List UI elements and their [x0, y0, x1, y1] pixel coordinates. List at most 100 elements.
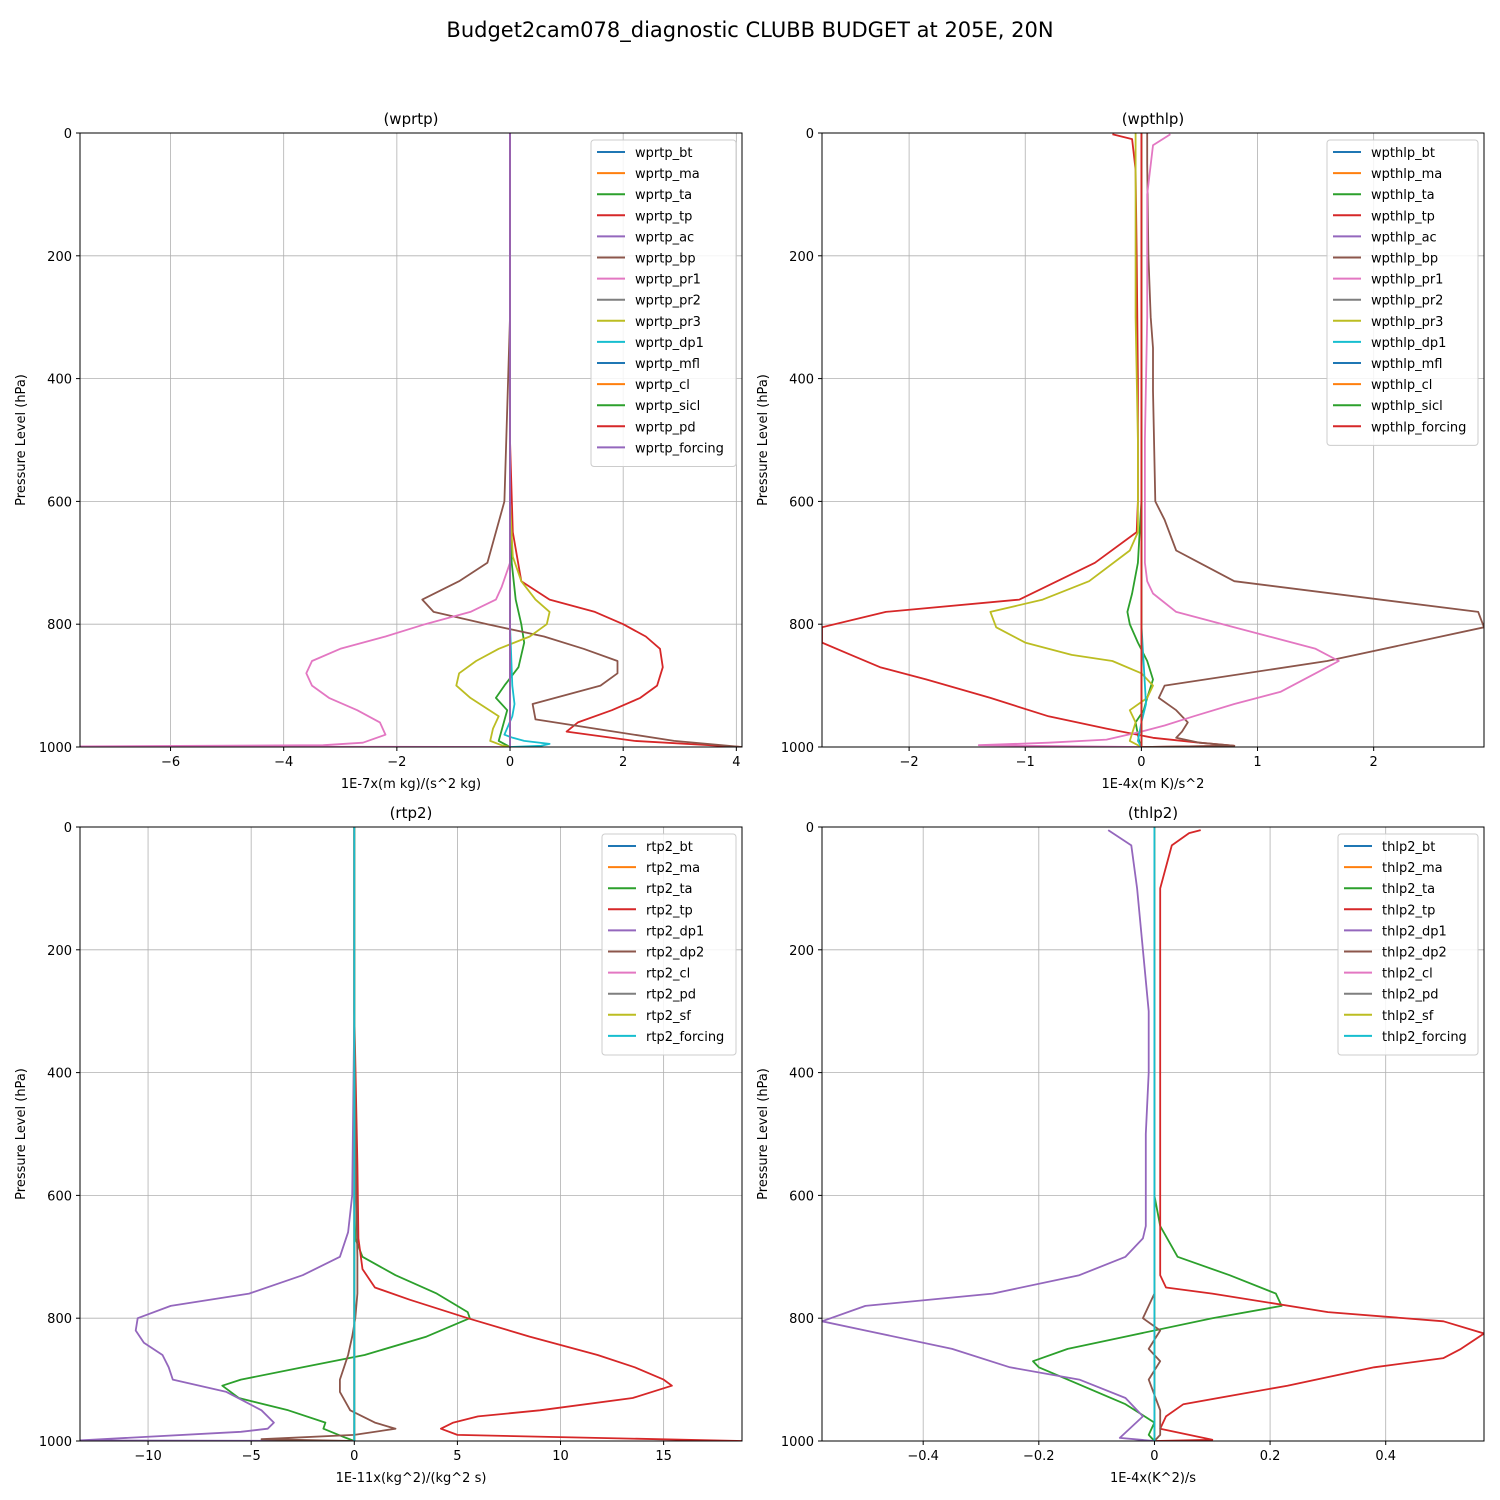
legend-label: wpthlp_bp — [1371, 252, 1438, 267]
legend-label: thlp2_pd — [1382, 988, 1438, 1003]
legend-label: wprtp_forcing — [635, 441, 724, 456]
legend-label: wpthlp_pr2 — [1371, 294, 1443, 309]
panel-title: (rtp2) — [390, 804, 433, 822]
y-tick-label: 200 — [47, 250, 72, 265]
y-tick-label: 200 — [789, 250, 814, 265]
legend-label: wprtp_ta — [635, 188, 692, 203]
x-tick-label: −0.4 — [907, 1449, 939, 1464]
series-group — [80, 133, 742, 747]
legend-label: rtp2_bt — [646, 840, 693, 855]
series-line-wprtp_pr1 — [80, 133, 511, 747]
y-tick-label: 200 — [47, 944, 72, 959]
y-axis-label: Pressure Level (hPa) — [756, 374, 771, 506]
x-tick-label: −10 — [134, 1449, 161, 1464]
y-tick-label: 800 — [47, 1312, 72, 1327]
chart-panel-0: −6 −4 −2 0 2 4 0 200 400 600 800 1000 (wprtp) 1E-7x(m… — [14, 110, 743, 792]
legend-label: wpthlp_bt — [1371, 146, 1435, 161]
series-line-wpthlp_pr1 — [977, 133, 1340, 747]
series-line-wpthlp_tp — [822, 133, 1236, 747]
legend-label: rtp2_dp1 — [646, 924, 704, 939]
x-tick-label: 15 — [655, 1449, 672, 1464]
panel-title: (thlp2) — [1128, 804, 1178, 822]
y-tick-label: 400 — [789, 373, 814, 388]
legend-label: rtp2_ma — [646, 861, 700, 876]
axes-frame — [79, 132, 743, 748]
series-line-wprtp_pr3 — [455, 133, 551, 747]
legend-label: thlp2_tp — [1382, 903, 1435, 918]
x-tick-label: 0.2 — [1260, 1449, 1281, 1464]
legend-label: wpthlp_tp — [1371, 209, 1435, 224]
y-tick-label: 400 — [47, 1067, 72, 1082]
y-tick-label: 1000 — [781, 1435, 814, 1450]
legend: rtp2_bt rtp2_ma rtp2_ta rtp2_tp rtp2_dp1 rtp2… — [601, 833, 737, 1056]
legend-label: wprtp_pr2 — [635, 294, 701, 309]
legend-label: rtp2_tp — [646, 903, 693, 918]
series-line-rtp2_tp — [353, 827, 742, 1441]
y-tick-label: 800 — [47, 618, 72, 633]
legend-label: wpthlp_ac — [1371, 230, 1437, 245]
legend-label: wprtp_bt — [635, 146, 692, 161]
x-tick-label: −6 — [161, 755, 180, 770]
x-tick-label: −0.2 — [1023, 1449, 1055, 1464]
y-tick-label: 1000 — [39, 1435, 72, 1450]
y-axis-label: Pressure Level (hPa) — [756, 1068, 771, 1200]
series-line-wpthlp_pr3 — [989, 133, 1154, 747]
legend-label: wpthlp_pr1 — [1371, 273, 1443, 288]
legend-label: wpthlp_mfl — [1371, 357, 1442, 372]
x-tick-label: −2 — [900, 755, 919, 770]
legend-label: wpthlp_sicl — [1371, 399, 1443, 414]
legend-box — [601, 833, 737, 1056]
series-group — [822, 827, 1484, 1441]
legend-label: wprtp_bp — [635, 252, 696, 267]
series-line-thlp2_tp — [1154, 829, 1484, 1441]
legend-label: wprtp_dp1 — [635, 336, 704, 351]
legend-label: wpthlp_dp1 — [1371, 336, 1446, 351]
series-group — [80, 827, 742, 1441]
series-line-wpthlp_ta — [1126, 133, 1154, 747]
axes-frame — [821, 826, 1485, 1442]
chart-panel-2: −10 −5 0 5 10 15 0 200 400 600 800 1000 (rtp2) 1E-11x… — [14, 804, 743, 1486]
legend-label: wpthlp_ta — [1371, 188, 1435, 203]
legend-label: rtp2_pd — [646, 988, 696, 1003]
legend: wpthlp_bt wpthlp_ma wpthlp_ta wpthlp_tpwpth… — [1326, 139, 1479, 446]
legend-label: wpthlp_ma — [1371, 167, 1442, 182]
y-tick-label: 600 — [47, 1189, 72, 1204]
legend-box — [590, 139, 737, 467]
x-axis-label: 1E-4x(K^2)/s — [1110, 1471, 1196, 1486]
x-axis-label: 1E-4x(m K)/s^2 — [1102, 777, 1205, 792]
legend-label: rtp2_forcing — [646, 1030, 724, 1045]
y-axis-label: Pressure Level (hPa) — [14, 374, 29, 506]
axes-frame — [79, 826, 743, 1442]
x-tick-label: 0 — [350, 1449, 358, 1464]
y-tick-label: 800 — [789, 618, 814, 633]
panel-title: (wprtp) — [383, 110, 438, 128]
legend-label: wprtp_tp — [635, 209, 692, 224]
figure-title: Budget2cam078_diagnostic CLUBB BUDGET at… — [446, 18, 1053, 43]
y-tick-label: 0 — [806, 821, 814, 836]
x-tick-label: 2 — [1370, 755, 1378, 770]
legend-label: wprtp_ma — [635, 167, 700, 182]
y-tick-label: 1000 — [39, 741, 72, 756]
legend: thlp2_bt thlp2_ma thlp2_ta thlp2_tp thlp2_dp… — [1337, 833, 1479, 1056]
x-tick-label: −4 — [274, 755, 293, 770]
legend-label: rtp2_dp2 — [646, 946, 704, 961]
legend-label: thlp2_bt — [1382, 840, 1435, 855]
legend-label: rtp2_sf — [646, 1009, 691, 1024]
legend-label: wprtp_mfl — [635, 357, 700, 372]
x-tick-label: 0 — [1137, 755, 1145, 770]
legend-label: thlp2_forcing — [1382, 1030, 1467, 1045]
y-tick-label: 200 — [789, 944, 814, 959]
x-tick-label: 0 — [506, 755, 514, 770]
x-tick-label: −5 — [242, 1449, 261, 1464]
legend-label: thlp2_ma — [1382, 861, 1443, 876]
x-tick-label: 2 — [619, 755, 627, 770]
axes-frame — [821, 132, 1485, 748]
chart-panel-3: −0.4 −0.2 0 0.2 0.4 0 200 400 600 800 1000 (thlp2) 1… — [756, 804, 1485, 1486]
legend: wprtp_bt wprtp_ma wprtp_ta wprtp_tp wprtp_ac… — [590, 139, 737, 467]
legend-label: wprtp_sicl — [635, 399, 700, 414]
series-line-thlp2_dp1 — [822, 829, 1155, 1441]
legend-label: thlp2_ta — [1382, 882, 1435, 897]
x-tick-label: 5 — [453, 1449, 461, 1464]
x-tick-label: 0.4 — [1375, 1449, 1396, 1464]
